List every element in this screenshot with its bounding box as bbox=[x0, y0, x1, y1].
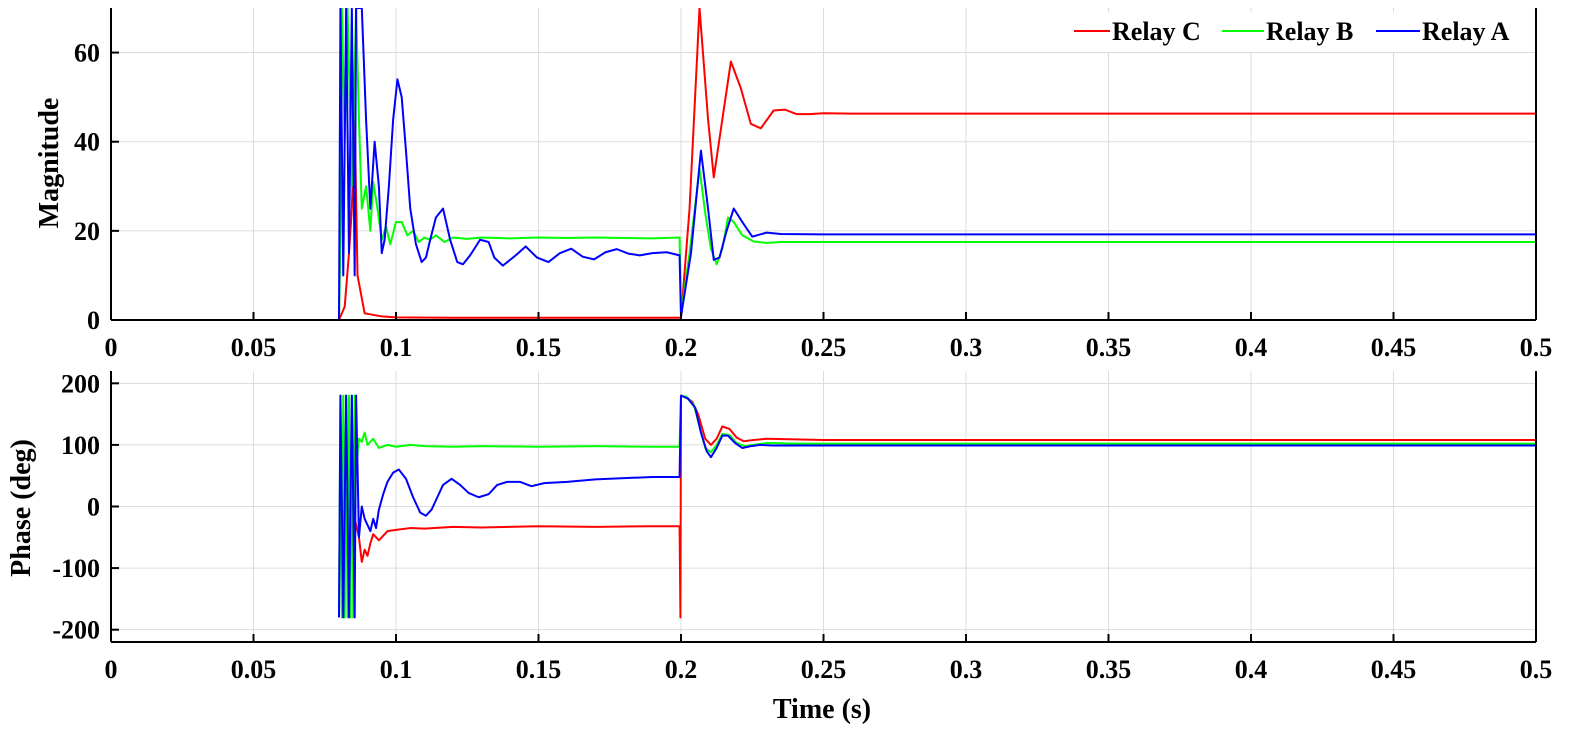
ph-x-tick-label: 0 bbox=[105, 655, 118, 684]
mag-y-tick-label: 0 bbox=[87, 306, 100, 335]
phase-axes bbox=[110, 371, 1537, 643]
mag-x-tick-label: 0.5 bbox=[1520, 333, 1553, 362]
legend-label-relay-c: Relay C bbox=[1112, 17, 1201, 46]
mag-x-tick-label: 0.2 bbox=[665, 333, 698, 362]
mag-series-relay-a bbox=[111, 8, 1536, 320]
x-axis-label: Time (s) bbox=[773, 694, 871, 725]
phase-series bbox=[338, 394, 1536, 619]
ph-x-tick-label: 0.3 bbox=[950, 655, 983, 684]
ph-x-tick-label: 0.25 bbox=[801, 655, 847, 684]
magnitude-grid bbox=[110, 8, 1537, 321]
magnitude-series bbox=[111, 8, 1536, 320]
ph-x-tick-label: 0.2 bbox=[665, 655, 698, 684]
mag-x-tick-label: 0.3 bbox=[950, 333, 983, 362]
phase-y-ticks: -200 -100 0 100 200 bbox=[52, 369, 100, 644]
mag-x-tick-label: 0.05 bbox=[231, 333, 277, 362]
mag-y-tick-label: 40 bbox=[74, 128, 100, 157]
ph-x-tick-label: 0.5 bbox=[1520, 655, 1553, 684]
ph-y-tick-label: 200 bbox=[61, 369, 100, 398]
ph-y-tick-label: -200 bbox=[52, 616, 100, 645]
magnitude-panel: 0 20 40 60 0 0.05 0.1 0.15 0.2 0.25 0.3 0.35 0.4 0.4… bbox=[34, 8, 1552, 362]
magnitude-y-ticks: 0 20 40 60 bbox=[74, 39, 100, 335]
ph-y-tick-label: 100 bbox=[61, 431, 100, 460]
ph-y-tick-label: 0 bbox=[87, 493, 100, 522]
ph-series-relay-a bbox=[338, 394, 1536, 619]
magnitude-y-axis-label: Magnitude bbox=[34, 98, 65, 229]
legend-label-relay-a: Relay A bbox=[1422, 17, 1510, 46]
mag-series-relay-c bbox=[111, 8, 1536, 320]
ph-x-tick-label: 0.1 bbox=[380, 655, 413, 684]
phase-y-axis-label: Phase (deg) bbox=[6, 439, 37, 577]
mag-x-tick-label: 0.45 bbox=[1371, 333, 1417, 362]
legend-label-relay-b: Relay B bbox=[1266, 17, 1353, 46]
phase-panel: -200 -100 0 100 200 0 0.05 0.1 0.15 0.2 0.25 0.3 0.… bbox=[6, 369, 1552, 725]
ph-series-relay-c bbox=[353, 394, 1536, 619]
ph-x-tick-label: 0.35 bbox=[1086, 655, 1132, 684]
mag-x-tick-label: 0.25 bbox=[801, 333, 847, 362]
legend: Relay C Relay B Relay A bbox=[1068, 12, 1532, 52]
mag-y-tick-label: 60 bbox=[74, 39, 100, 68]
mag-x-tick-label: 0 bbox=[105, 333, 118, 362]
mag-x-tick-label: 0.15 bbox=[516, 333, 562, 362]
ph-x-tick-label: 0.15 bbox=[516, 655, 562, 684]
ph-x-tick-label: 0.4 bbox=[1235, 655, 1268, 684]
ph-x-tick-label: 0.05 bbox=[231, 655, 277, 684]
mag-x-tick-label: 0.1 bbox=[380, 333, 413, 362]
magnitude-axes bbox=[110, 8, 1537, 321]
ph-x-tick-label: 0.45 bbox=[1371, 655, 1417, 684]
mag-x-tick-label: 0.35 bbox=[1086, 333, 1132, 362]
phase-x-ticks: 0 0.05 0.1 0.15 0.2 0.25 0.3 0.35 0.4 0.45 0.5 bbox=[105, 655, 1553, 684]
mag-y-tick-label: 20 bbox=[74, 217, 100, 246]
magnitude-x-ticks: 0 0.05 0.1 0.15 0.2 0.25 0.3 0.35 0.4 0.45 0.5 bbox=[105, 333, 1553, 362]
legend-box bbox=[1068, 12, 1532, 52]
phase-grid bbox=[110, 371, 1537, 642]
mag-x-tick-label: 0.4 bbox=[1235, 333, 1268, 362]
ph-y-tick-label: -100 bbox=[52, 554, 100, 583]
